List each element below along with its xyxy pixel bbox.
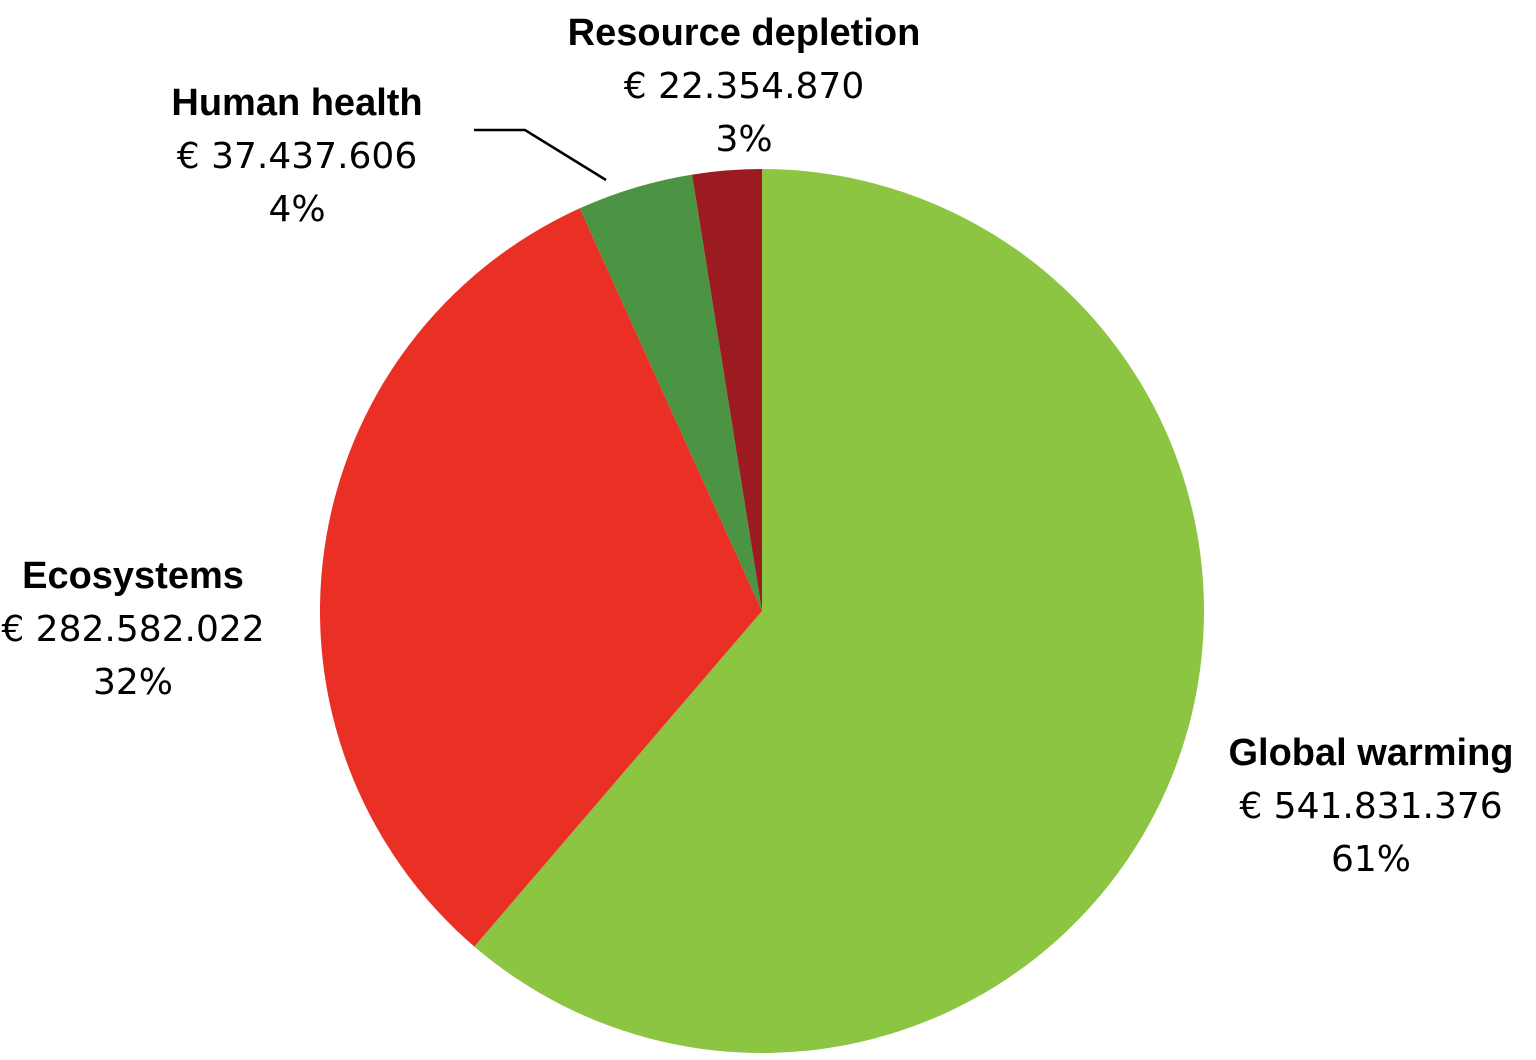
slice-label-global-warming: Global warming: [1228, 732, 1513, 774]
slice-percent-global-warming: 61%: [1331, 839, 1411, 880]
slice-value-global-warming: € 541.831.376: [1239, 786, 1502, 827]
slice-percent-human-health: 4%: [268, 189, 325, 230]
slice-percent-resource-depletion: 3%: [715, 119, 772, 160]
pie-labels: Global warming € 541.831.376 61% Ecosystems…: [1, 12, 1513, 880]
slice-label-human-health: Human health: [171, 82, 422, 124]
label-group-global-warming: Global warming € 541.831.376 61%: [1228, 732, 1513, 880]
slice-label-ecosystems: Ecosystems: [22, 555, 244, 597]
pie-slice-human-health: [579, 174, 762, 611]
leader-line-human-health: [474, 128, 607, 182]
slice-value-ecosystems: € 282.582.022: [1, 609, 264, 650]
pie-slice-ecosystems: [319, 208, 762, 947]
label-group-resource-depletion: Resource depletion € 22.354.870 3%: [568, 12, 921, 160]
pie-slice-resource-depletion: [692, 169, 762, 611]
label-group-human-health: Human health € 37.437.606 4%: [171, 82, 422, 230]
slice-value-human-health: € 37.437.606: [177, 136, 417, 177]
pie-slices: [319, 169, 1204, 1053]
slice-percent-ecosystems: 32%: [93, 662, 173, 703]
slice-label-resource-depletion: Resource depletion: [568, 12, 921, 54]
slice-value-resource-depletion: € 22.354.870: [624, 66, 864, 107]
pie-slice-global-warming: [474, 169, 1204, 1053]
label-group-ecosystems: Ecosystems € 282.582.022 32%: [1, 555, 264, 703]
